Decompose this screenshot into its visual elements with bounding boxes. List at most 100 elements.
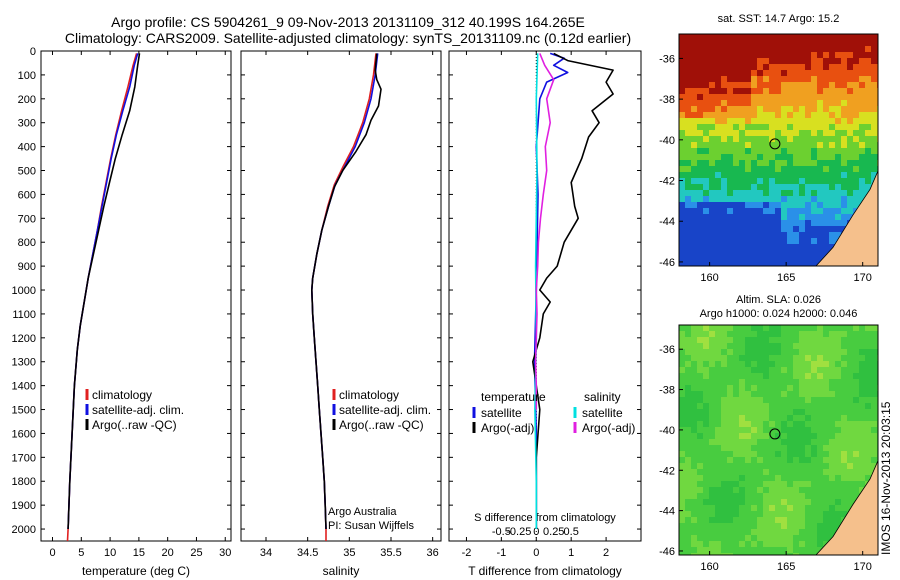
map-cell: [829, 94, 835, 100]
map-cell: [733, 118, 739, 124]
map-cell: [745, 469, 751, 475]
map-cell: [757, 457, 763, 463]
map-cell: [781, 379, 787, 385]
map-cell: [697, 124, 703, 130]
map-cell: [805, 142, 811, 148]
map-cell: [721, 409, 727, 415]
map-cell: [865, 46, 871, 52]
map-cell: [691, 385, 697, 391]
map-cell: [775, 214, 781, 220]
map-cell: [697, 325, 703, 331]
map-cell: [805, 118, 811, 124]
map-cell: [823, 343, 829, 349]
map-cell: [841, 100, 847, 106]
map-cell: [685, 349, 691, 355]
map-cell: [799, 463, 805, 469]
map-cell: [841, 52, 847, 58]
map-cell: [781, 214, 787, 220]
map-cell: [685, 172, 691, 178]
map-cell: [853, 361, 859, 367]
map-cell: [799, 160, 805, 166]
map-cell: [775, 142, 781, 148]
map-cell: [787, 349, 793, 355]
map-cell: [823, 100, 829, 106]
map-cell: [775, 220, 781, 226]
map-cell: [697, 547, 703, 553]
map-cell: [709, 499, 715, 505]
map-cell: [733, 463, 739, 469]
map-cell: [787, 262, 793, 266]
map-cell: [775, 529, 781, 535]
map-cell: [745, 52, 751, 58]
map-cell: [733, 34, 739, 40]
map-cell: [793, 52, 799, 58]
map-cell: [709, 82, 715, 88]
map-cell: [811, 202, 817, 208]
map-cell: [691, 256, 697, 262]
map-cell: [775, 154, 781, 160]
map-cell: [769, 88, 775, 94]
map-title: Altim. SLA: 0.026: [736, 294, 821, 306]
map-cell: [781, 166, 787, 172]
map-cell: [739, 88, 745, 94]
map-cell: [709, 475, 715, 481]
map-cell: [727, 64, 733, 70]
map-cell: [823, 481, 829, 487]
map-cell: [715, 142, 721, 148]
map-cell: [835, 523, 841, 529]
map-cell: [745, 196, 751, 202]
map-cell: [697, 52, 703, 58]
map-cell: [781, 64, 787, 70]
map-cell: [709, 220, 715, 226]
map-cell: [721, 451, 727, 457]
map-cell: [685, 481, 691, 487]
map-cell: [721, 82, 727, 88]
map-cell: [865, 88, 871, 94]
map-cell: [817, 541, 823, 547]
map-cell: [853, 82, 859, 88]
map-cell: [685, 148, 691, 154]
map-cell: [841, 40, 847, 46]
map-cell: [769, 367, 775, 373]
map-cell: [853, 415, 859, 421]
map-cell: [823, 34, 829, 40]
map-cell: [679, 184, 685, 190]
map-cell: [769, 535, 775, 541]
map-cell: [841, 445, 847, 451]
map-cell: [781, 361, 787, 367]
map-cell: [805, 106, 811, 112]
map-cell: [769, 190, 775, 196]
map-cell: [805, 469, 811, 475]
map-cell: [721, 331, 727, 337]
map-cell: [793, 256, 799, 262]
map-cell: [703, 70, 709, 76]
map-cell: [871, 124, 877, 130]
map-cell: [817, 76, 823, 82]
map-cell: [799, 487, 805, 493]
map-cell: [679, 148, 685, 154]
map-cell: [769, 40, 775, 46]
map-cell: [703, 529, 709, 535]
map-cell: [763, 46, 769, 52]
map-cell: [769, 523, 775, 529]
map-cell: [841, 190, 847, 196]
map-cell: [817, 70, 823, 76]
map-cell: [817, 142, 823, 148]
map-cell: [805, 415, 811, 421]
map-cell: [679, 166, 685, 172]
map-cell: [685, 202, 691, 208]
map-cell: [817, 409, 823, 415]
map-cell: [805, 373, 811, 379]
map-cell: [685, 118, 691, 124]
map-cell: [835, 391, 841, 397]
map-cell: [829, 457, 835, 463]
map-cell: [739, 343, 745, 349]
map-cell: [829, 106, 835, 112]
map-cell: [793, 178, 799, 184]
map-cell: [787, 553, 793, 555]
map-cell: [811, 481, 817, 487]
map-cell: [805, 397, 811, 403]
map-cell: [787, 118, 793, 124]
map-cell: [799, 397, 805, 403]
map-cell: [715, 124, 721, 130]
